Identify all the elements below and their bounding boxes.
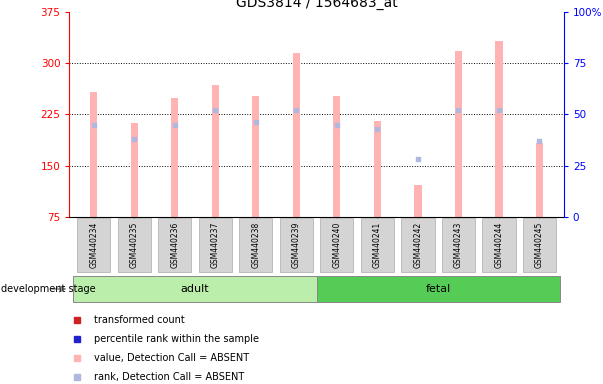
FancyBboxPatch shape xyxy=(482,218,516,271)
FancyBboxPatch shape xyxy=(280,218,313,271)
FancyBboxPatch shape xyxy=(74,276,317,302)
Text: adult: adult xyxy=(181,284,209,294)
Text: rank, Detection Call = ABSENT: rank, Detection Call = ABSENT xyxy=(94,372,244,382)
Bar xyxy=(333,96,341,217)
FancyBboxPatch shape xyxy=(442,218,475,271)
Title: GDS3814 / 1564683_at: GDS3814 / 1564683_at xyxy=(236,0,397,10)
Text: GSM440238: GSM440238 xyxy=(251,222,260,268)
Text: fetal: fetal xyxy=(426,284,451,294)
Bar xyxy=(495,41,503,217)
Text: transformed count: transformed count xyxy=(94,315,185,325)
Text: GSM440243: GSM440243 xyxy=(454,222,463,268)
FancyBboxPatch shape xyxy=(239,218,273,271)
Bar xyxy=(130,123,138,217)
Text: GSM440236: GSM440236 xyxy=(170,222,179,268)
Text: development stage: development stage xyxy=(1,284,95,294)
FancyBboxPatch shape xyxy=(118,218,151,271)
FancyBboxPatch shape xyxy=(77,218,110,271)
Text: GSM440234: GSM440234 xyxy=(89,222,98,268)
Text: GSM440237: GSM440237 xyxy=(211,222,219,268)
FancyBboxPatch shape xyxy=(317,276,560,302)
FancyBboxPatch shape xyxy=(320,218,353,271)
Text: GSM440235: GSM440235 xyxy=(130,222,139,268)
Bar xyxy=(414,185,421,217)
Bar xyxy=(536,143,543,217)
FancyBboxPatch shape xyxy=(361,218,394,271)
FancyBboxPatch shape xyxy=(401,218,435,271)
Bar xyxy=(252,96,259,217)
Text: GSM440240: GSM440240 xyxy=(332,222,341,268)
Text: GSM440242: GSM440242 xyxy=(414,222,422,268)
Text: percentile rank within the sample: percentile rank within the sample xyxy=(94,334,259,344)
Text: GSM440245: GSM440245 xyxy=(535,222,544,268)
FancyBboxPatch shape xyxy=(523,218,556,271)
Bar xyxy=(212,85,219,217)
Text: GSM440239: GSM440239 xyxy=(292,222,301,268)
Bar xyxy=(90,92,97,217)
Bar xyxy=(292,53,300,217)
Bar xyxy=(374,121,381,217)
Text: GSM440241: GSM440241 xyxy=(373,222,382,268)
Bar xyxy=(171,98,178,217)
FancyBboxPatch shape xyxy=(198,218,232,271)
Text: value, Detection Call = ABSENT: value, Detection Call = ABSENT xyxy=(94,353,249,363)
Bar xyxy=(455,51,462,217)
FancyBboxPatch shape xyxy=(158,218,191,271)
Text: GSM440244: GSM440244 xyxy=(494,222,504,268)
